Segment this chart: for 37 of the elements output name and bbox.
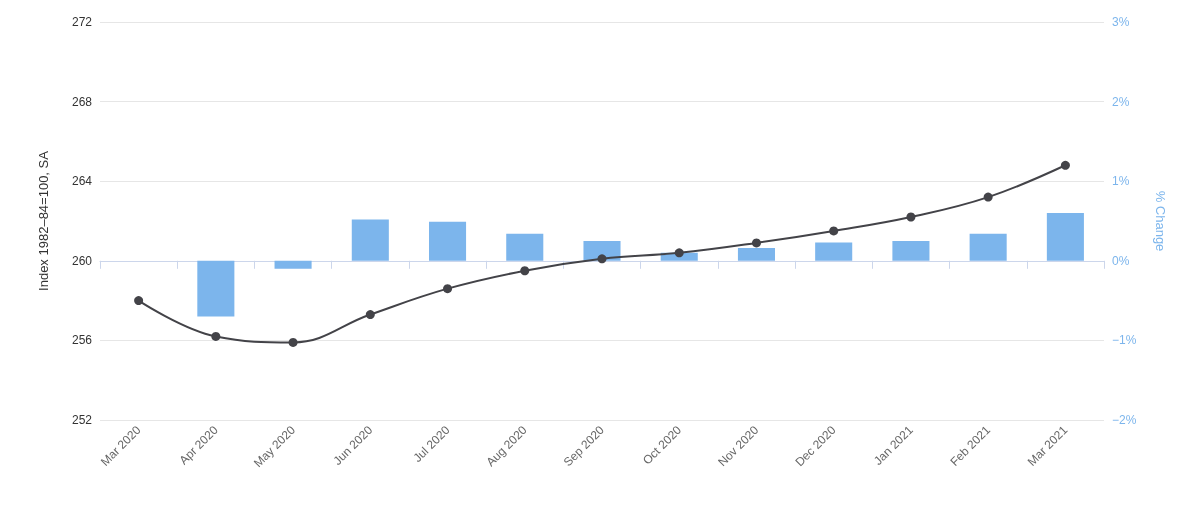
bar — [274, 260, 312, 269]
bar — [969, 233, 1007, 261]
bar — [1046, 213, 1084, 261]
point — [288, 337, 298, 347]
bar — [892, 240, 930, 261]
y-axis-title: Index 1982–84=100, SA — [36, 150, 51, 291]
point — [134, 296, 144, 306]
point — [906, 212, 916, 222]
y-tick-label: 268 — [71, 94, 93, 109]
bar — [429, 221, 467, 261]
point — [829, 226, 839, 236]
y-tick-label: 256 — [71, 333, 93, 348]
bar — [351, 219, 389, 261]
point — [1060, 160, 1070, 170]
point — [520, 266, 530, 276]
point — [674, 248, 684, 258]
bar — [197, 260, 235, 317]
y-tick-label: 252 — [71, 413, 93, 427]
y-tick-label: 272 — [71, 15, 93, 29]
y-tick-label: 264 — [71, 174, 93, 189]
bar — [815, 242, 853, 261]
y2-tick-label: 3% — [1112, 15, 1130, 29]
point — [211, 331, 221, 341]
point — [597, 254, 607, 264]
y2-tick-label: 2% — [1112, 94, 1130, 109]
bar — [506, 233, 544, 261]
bar — [737, 248, 775, 261]
y-tick-label: 260 — [71, 253, 93, 268]
y2-tick-label: 1% — [1112, 174, 1130, 189]
y2-tick-label: 0% — [1112, 253, 1130, 268]
point — [751, 238, 761, 248]
y2-tick-label: −2% — [1112, 413, 1137, 427]
point — [443, 284, 453, 294]
y2-axis-title: % Change — [1153, 190, 1168, 252]
point — [983, 192, 993, 202]
point — [365, 310, 375, 320]
y2-tick-label: −1% — [1112, 333, 1137, 348]
